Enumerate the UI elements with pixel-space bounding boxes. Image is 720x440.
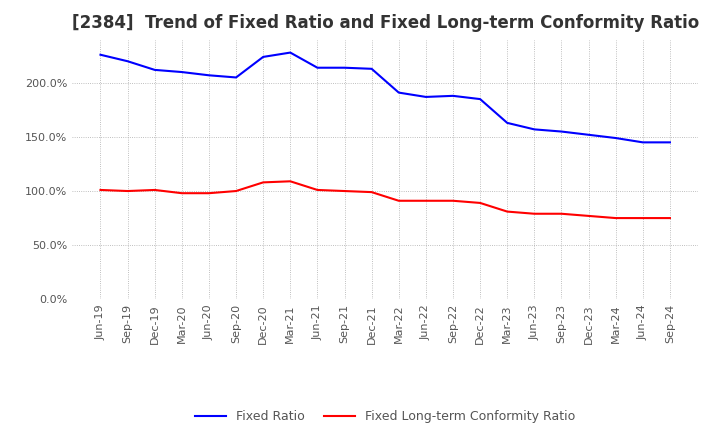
Fixed Ratio bbox=[557, 129, 566, 134]
Fixed Long-term Conformity Ratio bbox=[123, 188, 132, 194]
Fixed Long-term Conformity Ratio bbox=[178, 191, 186, 196]
Fixed Long-term Conformity Ratio bbox=[286, 179, 294, 184]
Fixed Long-term Conformity Ratio bbox=[665, 216, 674, 221]
Fixed Ratio bbox=[611, 136, 620, 141]
Fixed Long-term Conformity Ratio bbox=[611, 216, 620, 221]
Fixed Long-term Conformity Ratio bbox=[150, 187, 159, 193]
Fixed Ratio bbox=[476, 96, 485, 102]
Line: Fixed Ratio: Fixed Ratio bbox=[101, 52, 670, 143]
Fixed Long-term Conformity Ratio bbox=[557, 211, 566, 216]
Fixed Ratio bbox=[286, 50, 294, 55]
Fixed Ratio bbox=[341, 65, 349, 70]
Fixed Ratio bbox=[313, 65, 322, 70]
Fixed Ratio bbox=[503, 120, 511, 125]
Legend: Fixed Ratio, Fixed Long-term Conformity Ratio: Fixed Ratio, Fixed Long-term Conformity … bbox=[190, 405, 580, 428]
Fixed Ratio bbox=[178, 70, 186, 75]
Fixed Ratio bbox=[123, 59, 132, 64]
Fixed Long-term Conformity Ratio bbox=[395, 198, 403, 203]
Fixed Ratio bbox=[395, 90, 403, 95]
Fixed Ratio bbox=[665, 140, 674, 145]
Fixed Ratio bbox=[639, 140, 647, 145]
Fixed Ratio bbox=[421, 94, 430, 99]
Fixed Ratio bbox=[150, 67, 159, 73]
Line: Fixed Long-term Conformity Ratio: Fixed Long-term Conformity Ratio bbox=[101, 181, 670, 218]
Fixed Ratio bbox=[584, 132, 593, 137]
Fixed Long-term Conformity Ratio bbox=[584, 213, 593, 219]
Fixed Ratio bbox=[530, 127, 539, 132]
Fixed Long-term Conformity Ratio bbox=[367, 190, 376, 195]
Fixed Long-term Conformity Ratio bbox=[530, 211, 539, 216]
Fixed Long-term Conformity Ratio bbox=[503, 209, 511, 214]
Fixed Long-term Conformity Ratio bbox=[96, 187, 105, 193]
Fixed Long-term Conformity Ratio bbox=[449, 198, 457, 203]
Fixed Long-term Conformity Ratio bbox=[232, 188, 240, 194]
Fixed Long-term Conformity Ratio bbox=[259, 180, 268, 185]
Fixed Long-term Conformity Ratio bbox=[639, 216, 647, 221]
Fixed Ratio bbox=[204, 73, 213, 78]
Fixed Ratio bbox=[259, 54, 268, 59]
Fixed Ratio bbox=[96, 52, 105, 57]
Fixed Long-term Conformity Ratio bbox=[421, 198, 430, 203]
Fixed Long-term Conformity Ratio bbox=[313, 187, 322, 193]
Title: [2384]  Trend of Fixed Ratio and Fixed Long-term Conformity Ratio: [2384] Trend of Fixed Ratio and Fixed Lo… bbox=[71, 15, 699, 33]
Fixed Long-term Conformity Ratio bbox=[204, 191, 213, 196]
Fixed Ratio bbox=[367, 66, 376, 71]
Fixed Ratio bbox=[232, 75, 240, 80]
Fixed Long-term Conformity Ratio bbox=[476, 200, 485, 205]
Fixed Long-term Conformity Ratio bbox=[341, 188, 349, 194]
Fixed Ratio bbox=[449, 93, 457, 99]
